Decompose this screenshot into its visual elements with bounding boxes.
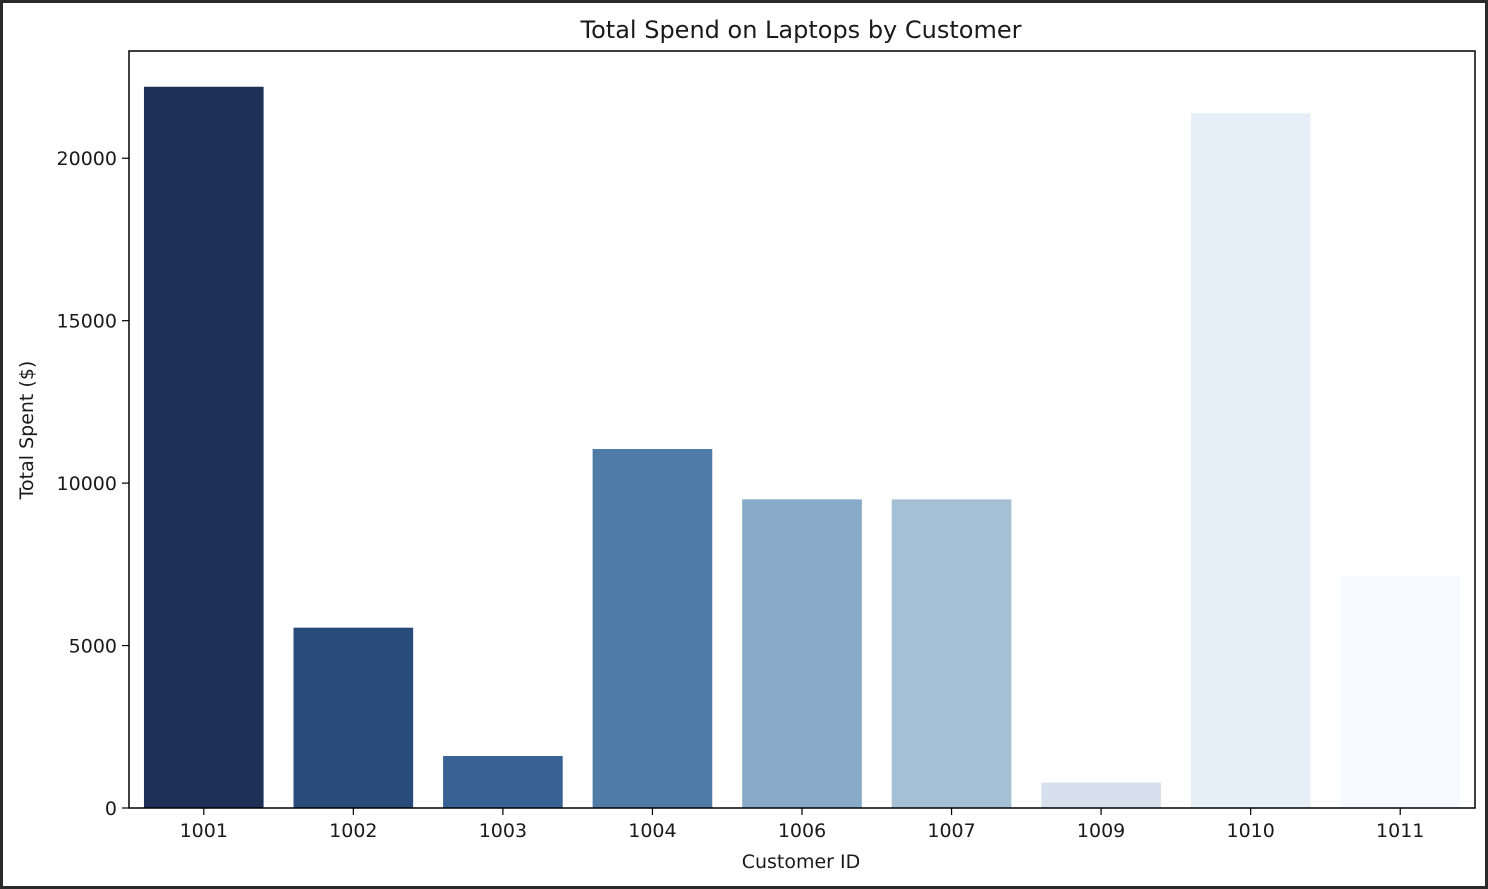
x-tick-label-1001: 1001 (180, 820, 228, 842)
bar-1011 (1340, 575, 1461, 808)
y-tick-label-5000: 5000 (69, 636, 117, 658)
y-axis-label: Total Spent ($) (16, 361, 38, 501)
y-tick-label-0: 0 (105, 798, 117, 820)
y-tick-label-10000: 10000 (57, 473, 117, 495)
x-axis: 1001 1002 1003 1004 1006 1007 1009 1010 1011 (180, 808, 1424, 842)
y-tick-label-20000: 20000 (57, 148, 117, 170)
bar-1007 (891, 499, 1012, 808)
x-axis-label: Customer ID (742, 851, 861, 873)
bar-1001 (143, 86, 264, 809)
bar-chart: Total Spend on Laptops by Customer 0 5000… (16, 16, 1476, 873)
y-axis: 0 5000 10000 15000 20000 (57, 148, 129, 820)
x-tick-label-1004: 1004 (628, 820, 676, 842)
x-tick-label-1010: 1010 (1226, 820, 1274, 842)
bar-1006 (742, 499, 862, 808)
chart-figure: Total Spend on Laptops by Customer 0 5000… (3, 3, 1485, 886)
y-tick-label-15000: 15000 (57, 311, 117, 333)
x-tick-label-1011: 1011 (1376, 820, 1424, 842)
bar-1009 (1041, 782, 1161, 808)
x-tick-label-1006: 1006 (778, 820, 826, 842)
x-tick-label-1009: 1009 (1077, 820, 1125, 842)
x-tick-label-1003: 1003 (479, 820, 527, 842)
bar-1003 (443, 756, 563, 808)
x-tick-label-1002: 1002 (329, 820, 377, 842)
bars-group (143, 86, 1461, 809)
chart-title: Total Spend on Laptops by Customer (580, 16, 1022, 44)
bar-1010 (1190, 113, 1311, 808)
bar-1004 (592, 448, 713, 808)
bar-1002 (293, 627, 414, 808)
x-tick-label-1007: 1007 (927, 820, 975, 842)
